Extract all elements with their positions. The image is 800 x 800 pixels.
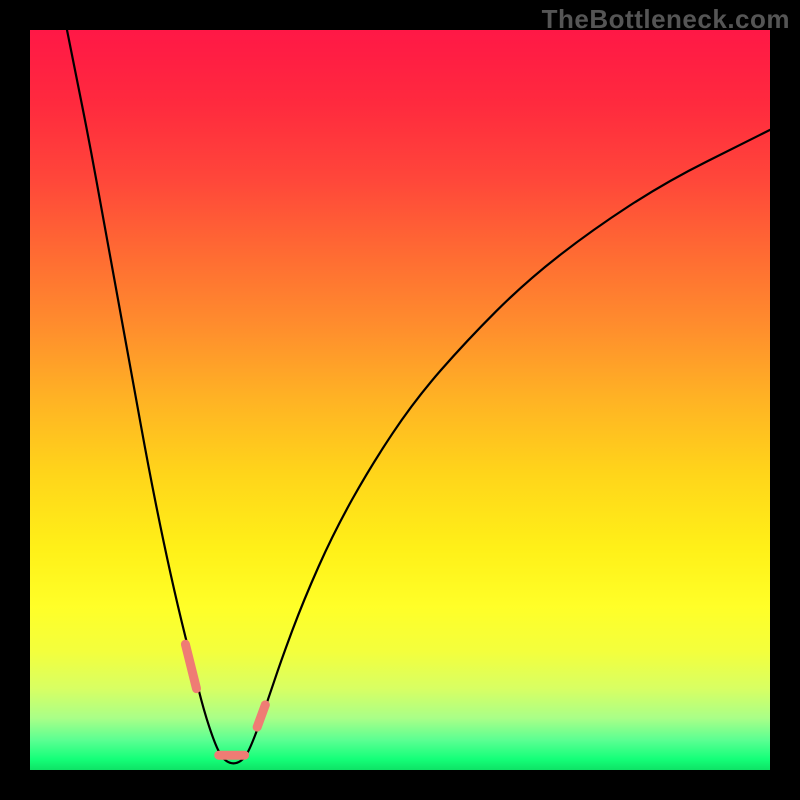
plot-area: [30, 30, 770, 770]
chart-svg: [30, 30, 770, 770]
chart-background: [30, 30, 770, 770]
chart-frame: TheBottleneck.com: [0, 0, 800, 800]
